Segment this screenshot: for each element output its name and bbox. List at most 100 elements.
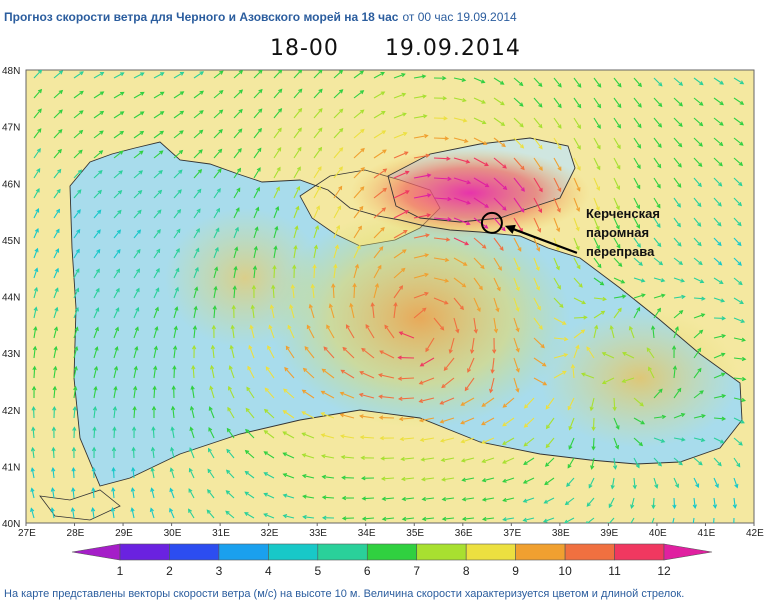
wind-arrow-head — [674, 326, 679, 331]
wind-arrow-head — [341, 475, 346, 480]
wind-arrow — [289, 305, 295, 319]
wind-arrow-head — [500, 121, 506, 126]
wind-arrow-head — [520, 165, 525, 171]
wind-arrow — [283, 431, 295, 439]
wind-arrow-head — [446, 156, 451, 161]
wind-arrow-head — [115, 287, 120, 293]
wind-arrow — [613, 197, 620, 210]
wind-arrow-head — [660, 438, 666, 443]
wind-arrow-head — [462, 118, 468, 123]
wind-arrow — [193, 169, 202, 179]
wind-arrow-head — [337, 205, 342, 210]
wind-arrow-head — [641, 293, 646, 298]
wind-arrow-head — [374, 282, 380, 288]
wind-arrow-head — [447, 217, 452, 222]
wind-arrow-head — [502, 164, 507, 169]
wind-arrow-head — [421, 516, 427, 522]
wind-arrow — [453, 217, 470, 225]
wind-arrow-head — [75, 248, 80, 254]
wind-arrow-head — [360, 455, 365, 461]
wind-arrow — [544, 477, 555, 485]
wind-arrow-head — [482, 244, 487, 249]
wind-arrow — [413, 95, 426, 99]
wind-arrow-head — [484, 183, 490, 188]
wind-arrow-head — [564, 519, 569, 523]
wind-arrow — [53, 209, 60, 219]
wind-arrow-head — [228, 365, 233, 370]
wind-arrow — [302, 389, 315, 399]
legend-swatch — [119, 543, 170, 561]
wind-arrow — [633, 237, 641, 248]
longitude-labels: 27E 28E 29E 30E 31E 32E 33E 34E 35E 36E 37E 38E 39E 4… — [18, 523, 764, 539]
wind-arrow-head — [515, 348, 520, 353]
wind-arrow — [213, 90, 224, 99]
wind-arrow-head — [213, 285, 218, 291]
wind-arrow — [133, 268, 140, 279]
wind-arrow — [287, 325, 295, 339]
wind-arrow-head — [176, 208, 182, 214]
wind-arrow-head — [440, 457, 446, 463]
wind-arrow — [313, 186, 321, 199]
wind-arrow — [333, 108, 343, 119]
wind-arrow-head — [658, 261, 664, 266]
wind-arrow — [229, 366, 235, 379]
wind-arrow-head — [246, 386, 251, 392]
wind-arrow-head — [339, 391, 345, 396]
wind-arrow-head — [179, 91, 185, 96]
wind-arrow-head — [98, 150, 104, 155]
wind-arrow — [713, 477, 719, 488]
legend-swatch — [416, 543, 467, 561]
coastline-azov — [387, 137, 576, 223]
wind-arrow — [133, 406, 136, 419]
wind-arrow — [253, 266, 256, 279]
wind-arrow-head — [622, 352, 627, 356]
wind-arrow-head — [264, 387, 269, 392]
wind-arrow — [133, 327, 139, 339]
wind-arrow-head — [31, 406, 36, 411]
wind-arrow — [633, 217, 640, 229]
wind-arrow-head — [657, 242, 662, 248]
wind-arrow — [248, 345, 255, 359]
wind-arrow — [653, 197, 661, 208]
wind-arrow — [52, 468, 55, 479]
wind-arrow-head — [559, 303, 564, 309]
wind-arrow-head — [111, 487, 116, 492]
wind-arrow-head — [234, 246, 239, 251]
wind-arrow-head — [441, 477, 446, 482]
wind-arrow — [333, 186, 343, 199]
wind-arrow — [264, 409, 275, 419]
wind-arrow-head — [681, 437, 686, 442]
lon-label: 41E — [697, 528, 715, 539]
wind-arrow-head — [130, 507, 135, 512]
wind-arrow-head — [95, 307, 100, 312]
wind-arrow-head — [461, 77, 467, 82]
wind-arrow-head — [602, 296, 607, 302]
wind-arrow — [193, 248, 200, 259]
wind-arrow — [440, 417, 455, 423]
wind-arrow-head — [73, 365, 78, 371]
wind-arrow-head — [172, 345, 178, 350]
wind-arrow — [524, 417, 535, 428]
wind-arrow — [293, 226, 298, 239]
wind-arrow-head — [586, 346, 591, 351]
wind-arrow — [713, 157, 723, 167]
wind-arrow-head — [589, 406, 594, 412]
wind-arrow-head — [302, 514, 307, 520]
wind-arrow — [133, 307, 139, 319]
wind-arrow — [462, 517, 475, 520]
wind-arrow-head — [218, 109, 224, 114]
wind-arrow-head — [678, 122, 683, 127]
wind-arrow — [273, 147, 282, 159]
wind-arrow-head — [483, 224, 489, 229]
wind-arrow — [433, 137, 448, 140]
wind-arrow — [33, 168, 41, 179]
wind-arrow — [283, 388, 295, 399]
wind-arrow — [93, 307, 99, 319]
wind-arrow-head — [318, 146, 323, 152]
wind-arrow — [353, 264, 359, 279]
wind-arrow-head — [595, 245, 600, 250]
wind-arrow-head — [195, 247, 200, 253]
wind-arrow-head — [577, 103, 582, 109]
wind-arrow-head — [654, 484, 659, 489]
wind-arrow — [733, 477, 738, 488]
